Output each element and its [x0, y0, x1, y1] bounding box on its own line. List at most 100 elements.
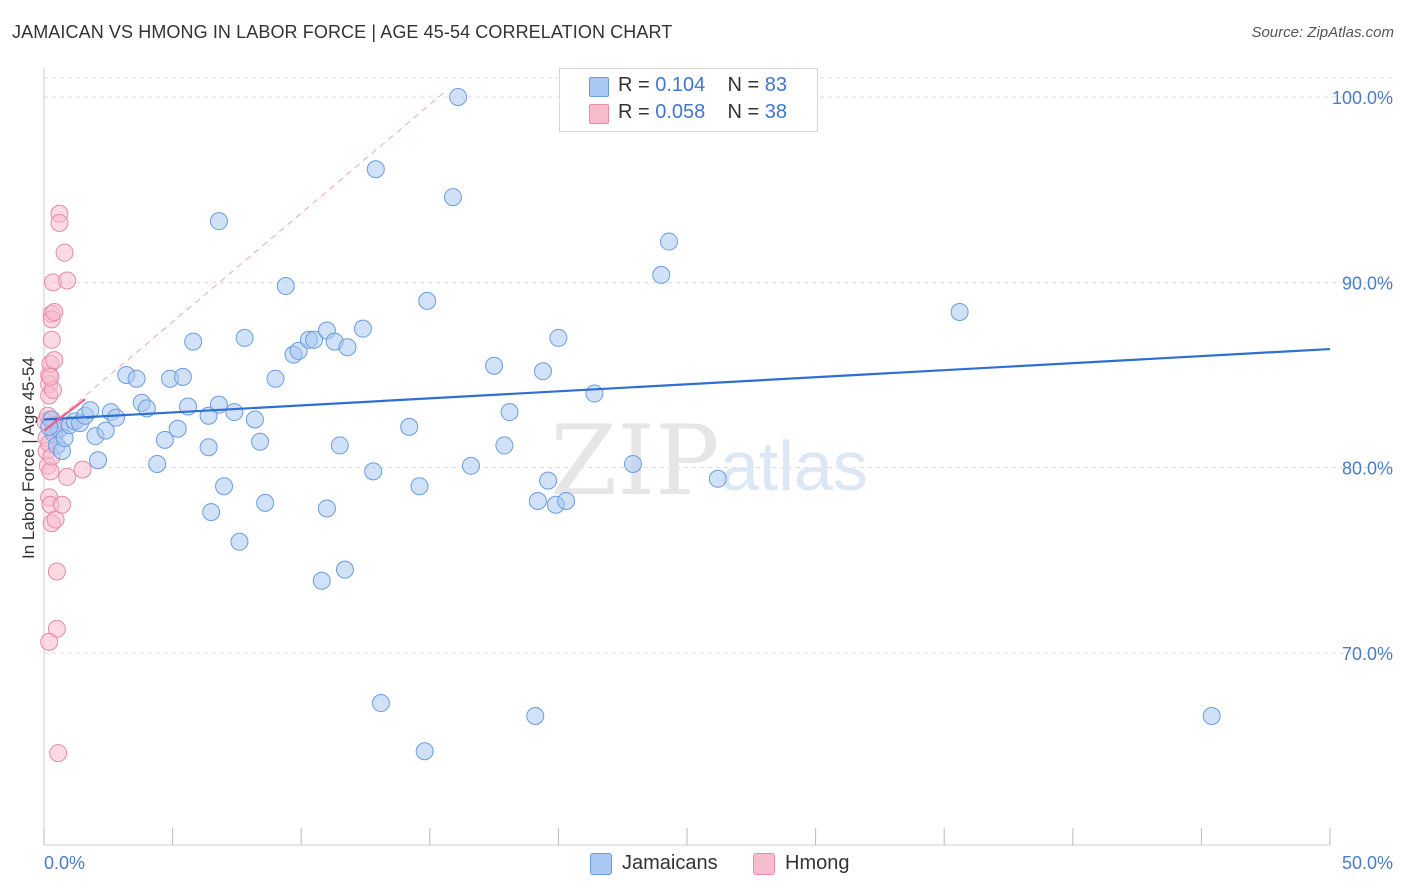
jamaican-point [418, 291, 437, 310]
y-axis-title: In Labor Force | Age 45-54 [19, 357, 38, 559]
jamaican-point [371, 694, 390, 713]
hmong-point [73, 460, 92, 479]
hmong-point [40, 632, 59, 651]
diagonal-reference-line [43, 91, 446, 431]
hmong-point [55, 243, 74, 262]
jamaican-point [415, 742, 434, 761]
y-tick-label: 80.0% [1342, 459, 1393, 479]
chart-title: JAMAICAN VS HMONG IN LABOR FORCE | AGE 4… [12, 22, 673, 42]
hmong-point [45, 351, 64, 370]
jamaican-point [366, 160, 385, 179]
legend-r-label: R = [618, 74, 656, 96]
hmong-point [45, 302, 64, 321]
jamaican-point [338, 338, 357, 357]
hmong-points [36, 204, 92, 763]
x-tick-label: 50.0% [1342, 853, 1393, 873]
jamaican-point [708, 469, 727, 488]
jamaican-point [245, 410, 264, 429]
jamaican-point [495, 436, 514, 455]
jamaican-point [173, 367, 192, 386]
legend-n-value: 38 [764, 101, 788, 123]
jamaican-point [335, 560, 354, 579]
bottom-legend-label-jamaicans: Jamaicans [622, 852, 718, 874]
jamaican-point [209, 212, 228, 231]
jamaican-point [251, 432, 270, 451]
bottom-legend-label-hmong: Hmong [785, 852, 850, 874]
hmong-point [53, 495, 72, 514]
jamaican-point [400, 417, 419, 436]
jamaican-point [317, 499, 336, 518]
jamaican-point [107, 408, 126, 427]
jamaican-point [276, 277, 295, 296]
jamaican-point [225, 403, 244, 422]
jamaican-point [528, 492, 547, 511]
jamaican-point [1202, 707, 1221, 726]
jamaican-point [353, 319, 372, 338]
jamaican-point [330, 436, 349, 455]
tick-labels: 70.0% 80.0% 90.0% 100.0% 0.0% 50.0% [44, 88, 1393, 873]
hmong-point [42, 330, 61, 349]
jamaican-point [410, 477, 429, 496]
jamaican-point [127, 369, 146, 388]
jamaican-point [148, 454, 167, 473]
diagonal-reference [43, 91, 446, 431]
jamaican-point [289, 341, 308, 360]
jamaican-point [950, 302, 969, 321]
jamaican-point [652, 265, 671, 284]
jamaican-trend-line [43, 347, 1331, 421]
legend-n-label: N = [727, 101, 765, 123]
trend-lines [43, 347, 1331, 432]
jamaican-point [168, 419, 187, 438]
hmong-point [58, 467, 77, 486]
jamaican-point [89, 451, 108, 470]
jamaican-point [256, 493, 275, 512]
jamaican-point [500, 403, 519, 422]
jamaican-point [539, 471, 558, 490]
legend-row-jamaicans: R = 0.104 N = 83 [618, 74, 787, 100]
jamaican-point [443, 188, 462, 207]
jamaican-point [312, 571, 331, 590]
bottom-legend-jamaicans: Jamaicans [590, 852, 718, 875]
jamaican-point [449, 88, 468, 106]
hmong-point [49, 744, 68, 763]
jamaican-point [526, 707, 545, 726]
jamaican-point [184, 332, 203, 351]
source-label: Source: ZipAtlas.com [1251, 24, 1394, 41]
legend-r-label: R = [618, 101, 656, 123]
hmong-point [47, 562, 66, 581]
hmong-trend-line [43, 398, 86, 432]
jamaican-point [202, 503, 221, 522]
jamaican-point [81, 401, 100, 420]
jamaican-point [155, 430, 174, 449]
legend-swatch-hmong [589, 104, 609, 124]
jamaican-point [215, 477, 234, 496]
y-tick-label: 70.0% [1342, 644, 1393, 664]
bottom-legend-hmong: Hmong [753, 852, 849, 875]
watermark: ZIP atlas [550, 405, 867, 517]
jamaican-point [96, 421, 115, 440]
jamaican-point [461, 456, 480, 475]
legend-n-label: N = [727, 74, 765, 96]
jamaican-point [266, 369, 285, 388]
jamaican-point [305, 330, 324, 349]
legend-n-value: 83 [764, 74, 788, 96]
stats-legend: R = 0.104 N = 83 R = 0.058 N = 38 [559, 68, 818, 132]
hmong-point [50, 214, 69, 233]
jamaican-point [585, 384, 604, 403]
jamaican-point [235, 328, 254, 347]
hmong-point [46, 510, 65, 529]
y-tick-label: 90.0% [1342, 273, 1393, 293]
jamaican-point [623, 454, 642, 473]
x-tick-label: 0.0% [44, 853, 85, 873]
jamaican-point [659, 232, 678, 251]
y-tick-label: 100.0% [1332, 88, 1393, 108]
bottom-legend-swatch-hmong [753, 853, 775, 875]
jamaican-points [40, 88, 1221, 761]
jamaican-point [199, 438, 218, 457]
legend-swatch-jamaicans [589, 77, 609, 97]
jamaican-point [230, 532, 249, 551]
legend-r-value: 0.104 [655, 74, 706, 96]
legend-r-value: 0.058 [655, 101, 706, 123]
jamaican-point [557, 492, 576, 511]
